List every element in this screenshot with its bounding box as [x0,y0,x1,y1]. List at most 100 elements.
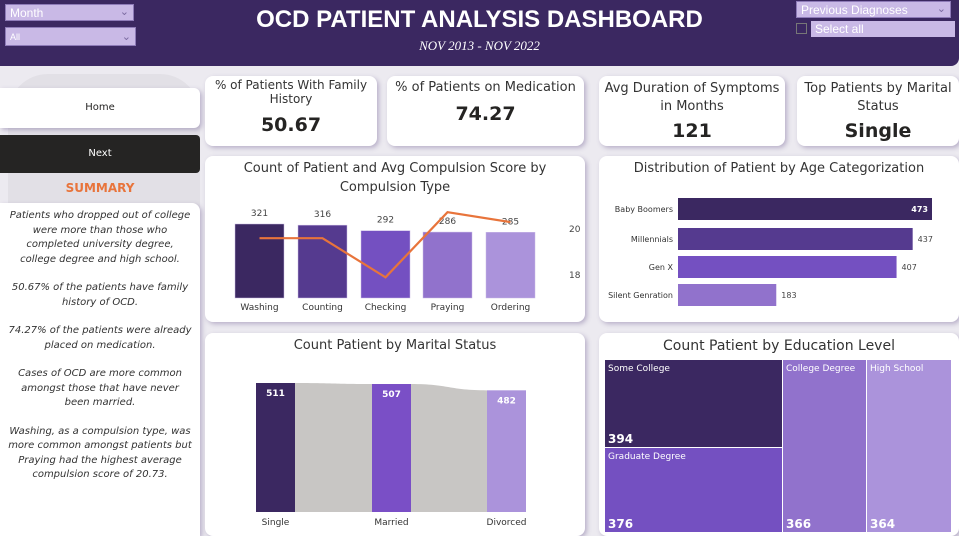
category-label: Gen X [649,263,674,272]
category-label: Millennials [631,235,673,244]
chart-title: Count Patient by Education Level [663,338,895,354]
kpi-marital: Top Patients by Marital Status Single [797,76,959,146]
marital-chart: 511 Single 507 Married 482 Divorced [256,383,527,528]
category-label: Divorced [487,518,527,528]
select-all-checkbox[interactable] [796,23,807,34]
kpi-duration: Avg Duration of Symptoms in Months 121 [599,76,785,146]
data-label: 482 [497,396,516,406]
score-line[interactable] [259,211,511,279]
data-label: 286 [439,217,456,227]
select-all-option[interactable]: Select all [811,21,955,37]
data-label: 321 [251,209,268,219]
home-button[interactable]: Home [0,88,200,128]
bar[interactable] [256,383,295,512]
kpi-medication: % of Patients on Medication 74.27 [387,76,584,146]
tile-label: Graduate Degree [608,452,686,462]
age-chart-card: Distribution of Patient by Age Categoriz… [599,156,959,322]
tile-value: 376 [608,517,634,531]
home-label: Home [85,102,115,113]
education-chart-card: Count Patient by Education Level Some Co… [599,333,959,536]
chevron-down-icon: ⌄ [936,3,946,15]
ribbon[interactable] [411,384,487,512]
summary-paragraph: Cases of OCD are more common amongst tho… [18,368,182,408]
month-dropdown[interactable]: All ⌄ [5,27,136,46]
category-label: Washing [240,303,278,313]
bar[interactable] [678,228,913,250]
treemap-tile[interactable]: High School 364 [866,359,952,533]
bar[interactable] [372,384,411,512]
next-label: Next [88,148,112,159]
category-label: Ordering [491,303,531,313]
tile-value: 366 [786,517,812,531]
treemap-tile[interactable]: Some College 394 [604,359,783,448]
summary-paragraph: 50.67% of the patients have family histo… [11,282,189,308]
summary-paragraph: Washing, as a compulsion type, was more … [8,425,192,481]
data-label: 437 [918,235,933,244]
data-label: 183 [781,291,796,300]
data-label: 407 [902,263,917,272]
kpi-label: Top Patients by Marital Status [804,81,952,114]
date-range: NOV 2013 - NOV 2022 [419,38,540,53]
treemap-tile[interactable]: College Degree 366 [782,359,867,533]
bar[interactable] [487,390,526,512]
month-value: All [10,32,21,42]
chevron-down-icon: ⌄ [121,31,131,43]
data-label: 285 [502,217,519,227]
category-label: Baby Boomers [615,205,673,214]
tile-label: College Degree [786,364,856,374]
kpi-label: % of Patients With Family History [214,78,368,106]
chart-title: Count of Patient and Avg Compulsion Scor… [243,161,547,195]
bar[interactable] [678,256,897,278]
category-label: Counting [302,303,343,313]
axis-tick-label: 20 [569,225,581,235]
kpi-family-history: % of Patients With Family History 50.67 [205,76,377,146]
data-label: 316 [314,210,331,220]
chevron-down-icon: ⌄ [119,6,129,18]
bar[interactable] [485,232,536,299]
tile-label: Some College [608,364,670,374]
tile-label: High School [870,364,924,374]
data-label: 507 [382,390,401,400]
summary-title: SUMMARY [65,181,135,195]
kpi-value: Single [844,120,912,142]
diagnoses-label: Previous Diagnoses [801,3,908,17]
bar[interactable] [678,284,777,306]
kpi-value: 50.67 [260,114,322,136]
axis-tick-label: 18 [569,271,581,281]
treemap-tile[interactable]: Graduate Degree 376 [604,447,783,533]
kpi-label: Avg Duration of Symptoms in Months [604,81,780,114]
kpi-label: % of Patients on Medication [395,80,576,95]
ribbon[interactable] [295,383,372,512]
category-label: Married [374,518,408,528]
diagnoses-slicer[interactable]: Previous Diagnoses ⌄ [796,1,951,18]
select-all-label: Select all [815,22,864,36]
bar[interactable] [234,223,285,299]
tile-value: 394 [608,432,634,446]
summary-paragraph: Patients who dropped out of college were… [9,210,191,265]
compulsion-chart: 321 Washing 316 Counting 292 Checking 286 Prayi… [234,209,581,313]
kpi-value: 74.27 [455,103,516,125]
summary-box: Patients who dropped out of college were… [0,203,200,536]
category-label: Praying [431,303,465,313]
tile-value: 364 [870,517,896,531]
bar[interactable] [678,198,932,220]
category-label: Checking [365,303,407,313]
data-label: 473 [911,205,928,214]
category-label: Single [262,518,290,528]
bar[interactable] [297,224,348,299]
marital-chart-card: Count Patient by Marital Status 511 Singl… [205,333,585,536]
month-slicer[interactable]: Month ⌄ [5,4,134,21]
chart-title: Distribution of Patient by Age Categoriz… [633,161,925,176]
month-label: Month [10,6,44,20]
bar[interactable] [422,231,473,299]
data-label: 511 [266,389,285,399]
chart-title: Count Patient by Marital Status [293,338,497,353]
kpi-value: 121 [672,120,712,142]
data-label: 292 [377,216,394,226]
compulsion-chart-card: Count of Patient and Avg Compulsion Scor… [205,156,585,322]
category-label: Silent Genration [608,291,673,300]
next-button[interactable]: Next [0,135,200,173]
age-chart: Baby Boomers 473 Millennials 437 Gen X 407 Sil… [608,198,933,306]
bar[interactable] [360,230,411,299]
summary-paragraph: 74.27% of the patients were already plac… [8,325,192,351]
